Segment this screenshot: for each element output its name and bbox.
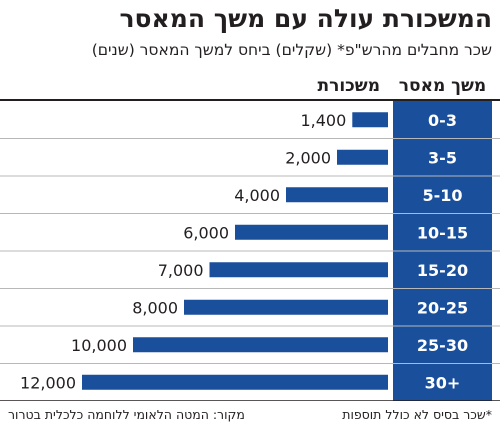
category-label: 10-15 [417,223,468,242]
bar [352,112,388,128]
value-label: 8,000 [132,298,178,317]
value-label: 7,000 [158,261,204,280]
chart-subtitle: שכר מחבלים מהרש"פ* (שקלים) ביחס למשך המא… [91,41,492,59]
value-column-header: משכורת [317,76,380,96]
category-label: 5-10 [422,186,462,205]
value-label: 1,400 [300,111,346,130]
bar [209,262,388,278]
bar [286,187,388,203]
value-label: 6,000 [183,223,229,242]
value-label: 12,000 [20,373,76,392]
category-label: 20-25 [417,298,468,317]
chart-title: המשכורת עולה עם משך המאסר [119,4,493,33]
bar [235,224,388,240]
value-label: 2,000 [285,148,331,167]
value-label: 10,000 [71,336,127,355]
category-column-header: משך מאסר [398,76,487,96]
bar-chart: 0-3 1,400 3-5 2,000 5-10 4,000 10-15 6,000 15-20… [0,101,500,401]
category-label: 15-20 [417,261,468,280]
bar [184,299,388,315]
value-label: 4,000 [234,186,280,205]
header-rule [0,99,500,101]
category-label: 30+ [425,373,461,392]
bar [337,149,388,165]
category-label: 0-3 [428,111,457,130]
bar [82,374,388,390]
category-label: 3-5 [428,148,457,167]
footnote: *שכר בסיס לא כולל תוספות [342,407,492,422]
source-note: מקור: המטה הלאומי ללוחמה כלכלית בטרור [8,407,245,422]
category-label: 25-30 [417,336,468,355]
bar [133,337,388,353]
